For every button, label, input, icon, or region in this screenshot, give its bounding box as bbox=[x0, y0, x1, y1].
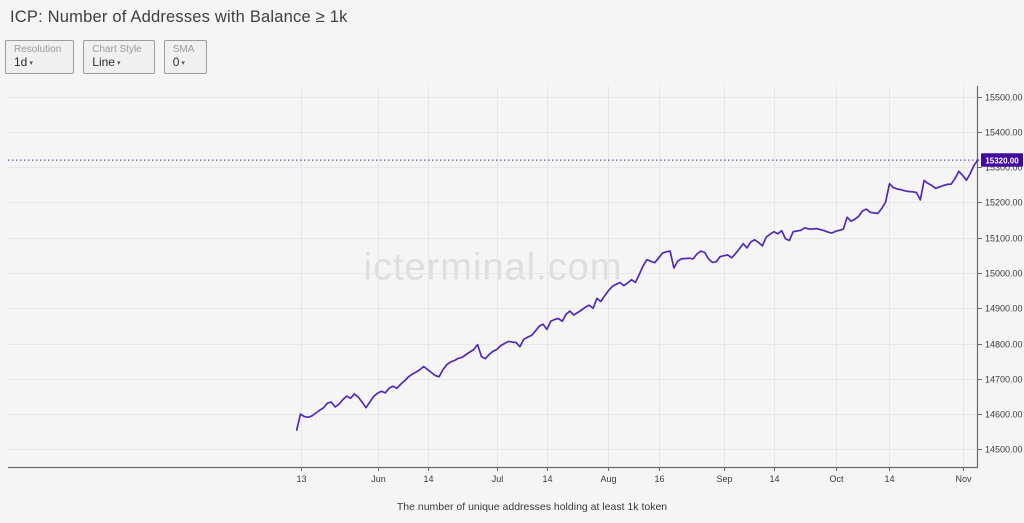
x-tick-label: Jun bbox=[371, 474, 386, 484]
caret-down-icon: ▾ bbox=[116, 59, 121, 67]
last-value-badge bbox=[981, 153, 1023, 167]
x-tick-label: 16 bbox=[654, 474, 664, 484]
x-tick-label: Oct bbox=[829, 474, 844, 484]
chart-style-label: Chart Style bbox=[92, 44, 142, 56]
sma-label: SMA bbox=[172, 44, 195, 56]
last-value-badge-label: 15320.00 bbox=[985, 156, 1019, 165]
y-tick-label: 15300.00 bbox=[985, 163, 1023, 173]
chart-style-value: Line ▾ bbox=[92, 54, 121, 69]
x-tick-label: 14 bbox=[769, 474, 779, 484]
x-tick-label: Sep bbox=[716, 474, 732, 484]
x-tick-label: Nov bbox=[955, 474, 972, 484]
y-tick-label: 14500.00 bbox=[985, 445, 1023, 455]
chart-controls: Resolution 1d ▾ Chart Style Line ▾ SMA 0 ▾ bbox=[5, 40, 208, 74]
y-tick-label: 15100.00 bbox=[985, 234, 1023, 244]
y-tick-label: 15500.00 bbox=[985, 93, 1023, 103]
sma-value: 0 ▾ bbox=[172, 54, 185, 69]
price-line bbox=[295, 159, 979, 431]
y-tick-label: 15000.00 bbox=[985, 269, 1023, 279]
x-tick-label: 14 bbox=[423, 474, 433, 484]
y-tick-label: 15400.00 bbox=[985, 128, 1023, 138]
sma-dropdown[interactable]: SMA 0 ▾ bbox=[163, 40, 208, 74]
page-title: ICP: Number of Addresses with Balance ≥ … bbox=[10, 8, 348, 26]
y-tick-label: 14900.00 bbox=[985, 304, 1023, 314]
x-tick-label: Aug bbox=[600, 474, 616, 484]
x-tick-label: 14 bbox=[542, 474, 552, 484]
resolution-dropdown[interactable]: Resolution 1d ▾ bbox=[5, 40, 75, 74]
watermark: icterminal.com bbox=[363, 246, 623, 289]
caret-down-icon: ▾ bbox=[181, 59, 185, 67]
y-tick-label: 14800.00 bbox=[985, 340, 1023, 350]
y-tick-label: 14600.00 bbox=[985, 410, 1023, 420]
y-tick-label: 14700.00 bbox=[985, 375, 1023, 385]
x-tick-label: 14 bbox=[884, 474, 894, 484]
caret-down-icon: ▾ bbox=[29, 59, 33, 67]
chart-style-dropdown[interactable]: Chart Style Line ▾ bbox=[83, 40, 155, 74]
y-tick-label: 15200.00 bbox=[985, 198, 1023, 208]
resolution-label: Resolution bbox=[14, 44, 62, 56]
x-tick-label: Jul bbox=[492, 474, 504, 484]
resolution-value: 1d ▾ bbox=[14, 54, 33, 69]
chart-caption: The number of unique addresses holding a… bbox=[396, 501, 668, 513]
x-tick-label: 13 bbox=[296, 474, 306, 484]
